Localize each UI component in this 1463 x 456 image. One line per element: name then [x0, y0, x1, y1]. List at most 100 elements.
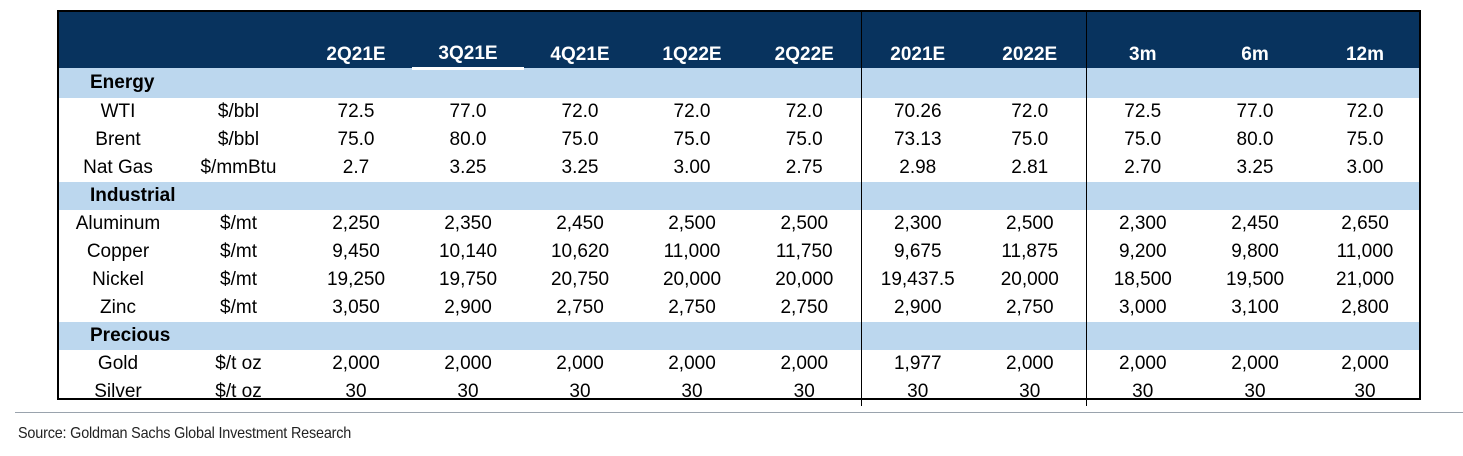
value-cell: 75.0	[337, 128, 375, 150]
unit-cell: $/bbl	[217, 100, 260, 122]
value-cell: 2,750	[780, 296, 829, 318]
value-cell: 2,450	[556, 212, 604, 234]
section-fill-cell	[1199, 321, 1311, 350]
table-body: 2Q21E 3Q21E 4Q21E 1Q22E 2Q22E 2021E 2022…	[59, 12, 1419, 406]
commodity-forecast-table: 2Q21E 3Q21E 4Q21E 1Q22E 2Q22E 2021E 2022…	[59, 12, 1419, 406]
column-header-2021e: 2021E	[860, 12, 974, 68]
value-cell: 3.25	[449, 156, 487, 178]
value-cell: 2,500	[668, 212, 716, 234]
value-cell: 3,050	[332, 296, 380, 318]
column-header-2022e: 2022E	[974, 12, 1086, 68]
value-cell: 2,000	[1085, 349, 1199, 378]
section-fill-cell	[412, 321, 524, 350]
value-cell: 20,000	[662, 268, 722, 290]
commodity-name: Zinc	[100, 296, 136, 318]
value-cell: 70.26	[860, 97, 974, 126]
value-cell: 72.0	[1346, 100, 1384, 122]
section-fill-cell	[636, 321, 748, 350]
commodity-name: Aluminum	[75, 212, 161, 234]
section-fill-cell	[177, 321, 300, 350]
value-cell: 72.0	[785, 100, 823, 122]
section-label: Industrial	[59, 181, 177, 210]
section-fill-cell	[1085, 68, 1199, 98]
section-fill-cell	[1085, 181, 1199, 210]
section-fill-cell	[860, 321, 974, 350]
table-row: WTI $/bbl 72.5 77.0 72.0 72.0 72.0 70.26 72.0 72.…	[59, 97, 1419, 126]
section-fill-cell	[524, 321, 636, 350]
value-cell: 2.81	[1011, 156, 1049, 178]
table-row: Aluminum $/mt 2,250 2,350 2,450 2,500 2,500 2,3…	[59, 209, 1419, 238]
table-row: Gold $/t oz 2,000 2,000 2,000 2,000 2,000 1,977…	[59, 349, 1419, 378]
value-cell: 80.0	[1236, 128, 1274, 150]
value-cell: 2,300	[860, 209, 974, 238]
section-fill-cell	[748, 68, 861, 98]
section-fill-cell	[177, 181, 300, 210]
column-header-2q21e: 2Q21E	[300, 12, 412, 68]
section-row-energy: Energy	[59, 68, 1419, 98]
value-cell: 3.25	[561, 156, 599, 178]
section-fill-cell	[974, 321, 1086, 350]
section-fill-cell	[860, 68, 974, 98]
column-header-3q21e: 3Q21E	[412, 12, 524, 70]
section-fill-cell	[177, 68, 300, 98]
section-fill-cell	[974, 68, 1086, 98]
value-cell: 72.0	[673, 100, 711, 122]
value-cell: 72.0	[561, 100, 599, 122]
section-fill-cell	[300, 321, 412, 350]
value-cell: 2,250	[332, 212, 380, 234]
value-cell: 2,000	[668, 352, 716, 374]
commodity-name: Nickel	[92, 268, 144, 290]
value-cell: 75.0	[673, 128, 711, 150]
section-fill-cell	[636, 181, 748, 210]
value-cell: 18,500	[1085, 265, 1199, 294]
value-cell: 30	[681, 380, 703, 402]
value-cell: 75.0	[785, 128, 823, 150]
table-row: Copper $/mt 9,450 10,140 10,620 11,000 11,750 9…	[59, 237, 1419, 266]
value-cell: 2,900	[444, 296, 492, 318]
value-cell: 2,000	[444, 352, 492, 374]
value-cell: 30	[1244, 380, 1266, 402]
value-cell: 77.0	[449, 100, 487, 122]
value-cell: 75.0	[1011, 128, 1049, 150]
section-fill-cell	[1311, 321, 1419, 350]
value-cell: 80.0	[449, 128, 487, 150]
section-fill-cell	[1085, 321, 1199, 350]
table-row: Brent $/bbl 75.0 80.0 75.0 75.0 75.0 73.13 75.0 7…	[59, 125, 1419, 154]
value-cell: 2.7	[342, 156, 370, 178]
value-cell: 19,500	[1225, 268, 1285, 290]
section-fill-cell	[524, 68, 636, 98]
unit-cell: $/t oz	[215, 352, 262, 374]
section-fill-cell	[412, 68, 524, 98]
column-header-3m: 3m	[1085, 12, 1199, 68]
section-fill-cell	[300, 181, 412, 210]
value-cell: 2,800	[1341, 296, 1389, 318]
section-fill-cell	[1311, 181, 1419, 210]
value-cell: 2,000	[780, 352, 829, 374]
value-cell: 3,000	[1085, 293, 1199, 322]
value-cell: 11,875	[1001, 240, 1059, 262]
value-cell: 2.98	[860, 153, 974, 182]
value-cell: 2.75	[785, 156, 823, 178]
value-cell: 10,620	[550, 240, 610, 262]
table-row: Zinc $/mt 3,050 2,900 2,750 2,750 2,750 2,900 2,…	[59, 293, 1419, 322]
value-cell: 73.13	[860, 125, 974, 154]
value-cell: 72.5	[337, 100, 375, 122]
value-cell: 20,000	[1000, 268, 1059, 290]
value-cell: 75.0	[561, 128, 599, 150]
value-cell: 2,450	[1231, 212, 1279, 234]
section-fill-cell	[748, 181, 861, 210]
value-cell: 30	[569, 380, 591, 402]
column-header-4q21e: 4Q21E	[524, 12, 636, 68]
commodity-name: WTI	[100, 100, 136, 122]
value-cell: 11,750	[775, 240, 833, 262]
table-row: Nickel $/mt 19,250 19,750 20,750 20,000 20,000…	[59, 265, 1419, 294]
value-cell: 20,750	[550, 268, 610, 290]
value-cell: 9,800	[1231, 240, 1279, 262]
table-row: Nat Gas $/mmBtu 2.7 3.25 3.25 3.00 2.75 2.98 2.8…	[59, 153, 1419, 182]
footer-divider	[15, 412, 1463, 413]
unit-cell: $/mt	[220, 296, 257, 318]
value-cell: 20,000	[775, 268, 834, 290]
value-cell: 19,437.5	[860, 265, 974, 294]
value-cell: 3.00	[673, 156, 711, 178]
value-cell: 3.25	[1236, 156, 1274, 178]
